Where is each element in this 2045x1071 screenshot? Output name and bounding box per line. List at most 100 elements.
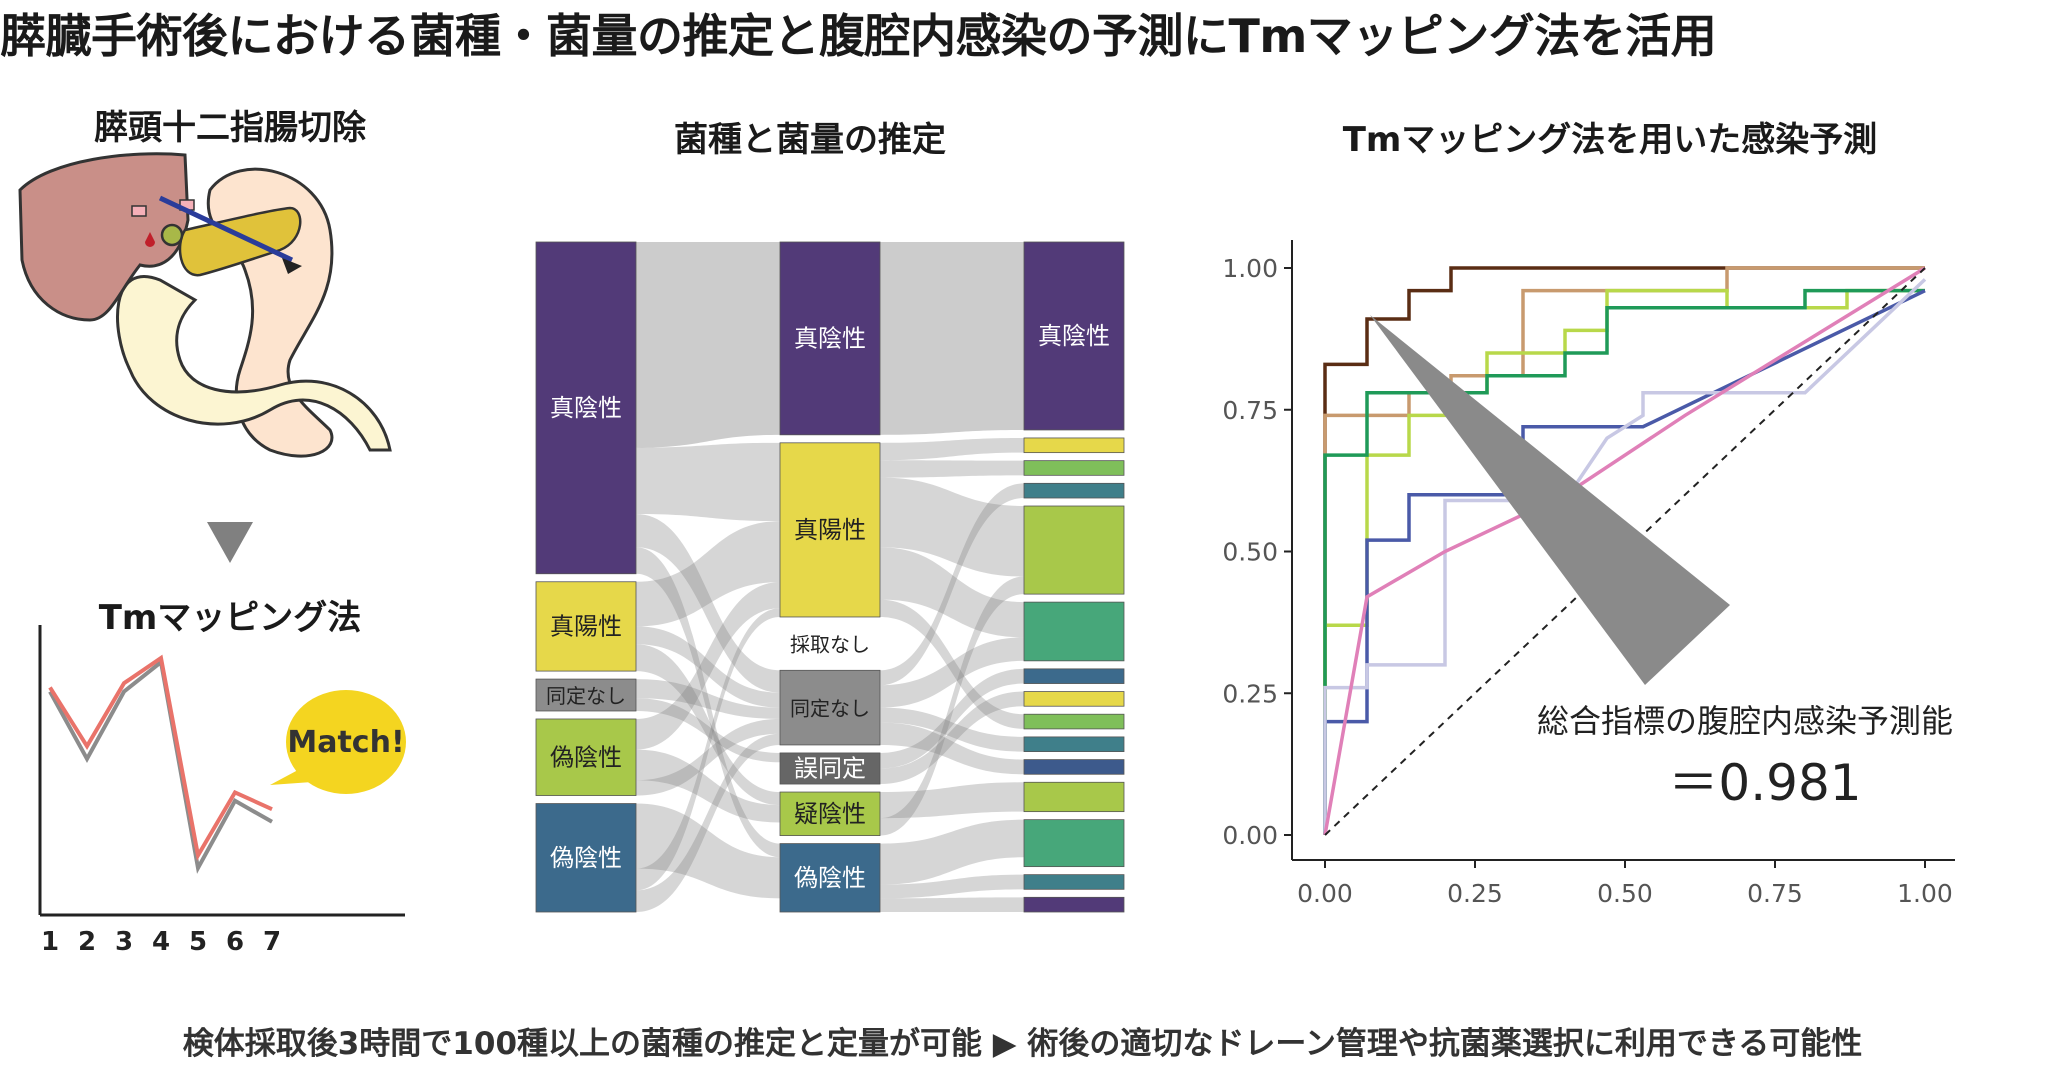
sankey-flow: [880, 874, 1024, 899]
sankey-col1-node: [535, 718, 637, 796]
sankey-col2-label: 真陰性: [794, 324, 866, 352]
annotation-pointer: [1370, 315, 1730, 685]
blood-drop-icon: [145, 232, 155, 247]
tm-x-tick: 1: [41, 927, 59, 957]
sankey-flow: [636, 679, 780, 719]
sankey-flow: [636, 521, 780, 627]
down-arrow-icon: [207, 522, 253, 563]
roc-series-line-1: [1323, 266, 1925, 835]
roc-series-line-6: [1323, 278, 1927, 835]
sankey-flow: [636, 582, 780, 750]
tm-series-gray: [48, 658, 273, 874]
sankey-flow: [880, 460, 1024, 478]
annotation-label: 総合指標の腹腔内感染予測能: [1537, 702, 1953, 740]
sankey-col3-node: [1023, 460, 1125, 476]
sankey-col3-node: [1023, 896, 1125, 913]
sankey-col3-node: [1023, 482, 1125, 499]
sankey-col2-node: [779, 752, 881, 785]
sankey-flow: [880, 819, 1024, 885]
roc-x-tick-label: 1.00: [1897, 879, 1953, 908]
sankey-col2-label: 誤同定: [794, 754, 866, 782]
match-bubble-tail: [270, 770, 312, 785]
roc-x-tick-label: 0.00: [1297, 879, 1353, 908]
intestine-shape: [116, 275, 392, 452]
sankey-col1-node: [535, 678, 637, 712]
sankey-flow: [880, 242, 1024, 435]
sankey-flow: [880, 547, 1024, 638]
sankey-col1-node: [535, 241, 637, 575]
roc-x-tick-label: 0.75: [1747, 879, 1803, 908]
surgery-title: 膵頭十二指腸切除: [94, 108, 366, 148]
sankey-flow: [880, 599, 1024, 729]
sankey-col2-label: 真陽性: [794, 516, 866, 544]
sankey-flow: [636, 803, 780, 899]
roc-y-tick-label: 0.00: [1222, 821, 1278, 850]
roc-x-tick-label: 0.50: [1597, 879, 1653, 908]
roc-y-tick-label: 0.50: [1222, 538, 1278, 567]
sankey-col2-node: [779, 241, 881, 436]
match-bubble: [286, 690, 406, 794]
sankey-flow: [636, 644, 780, 806]
duct-marker-left: [131, 205, 147, 217]
sankey-flow: [636, 749, 780, 823]
sankey-col3-node: [1023, 781, 1125, 813]
sankey-col3-node: [1023, 713, 1125, 730]
roc-y-tick-label: 0.25: [1222, 679, 1278, 708]
main-title: 膵臓手術後における菌種・菌量の推定と腹腔内感染の予測にTmマッピング法を活用: [0, 9, 1717, 63]
surgery-illustration: [18, 152, 392, 458]
sankey-col3-node: [1023, 241, 1125, 431]
pancreas-shape: [178, 206, 302, 277]
sankey-col1-label: 真陽性: [550, 612, 622, 640]
tm-series-red: [48, 654, 273, 862]
middle-title: 菌種と菌量の推定: [674, 120, 946, 160]
sankey-flow: [636, 608, 780, 891]
footer-note: 検体採取後3時間で100種以上の菌種の推定と定量が可能 ▶ 術後の適切なドレーン…: [182, 1026, 1863, 1062]
sankey-flow: [880, 897, 1024, 912]
sankey-col3-node: [1023, 759, 1125, 775]
sankey-col3-node: [1023, 505, 1125, 595]
sankey-col3-node: [1023, 601, 1125, 662]
sankey-col2-node: [779, 442, 881, 618]
tm-x-tick: 4: [152, 927, 170, 957]
sankey-col2-label: 同定なし: [790, 697, 870, 721]
tm-x-tick: 2: [78, 927, 96, 957]
gallbladder-shape: [160, 223, 184, 247]
sankey-col3-node: [1023, 819, 1125, 868]
sankey-col1-label: 同定なし: [546, 684, 626, 708]
sankey-flow: [880, 722, 1024, 775]
sankey-col2-label: 疑陰性: [794, 800, 866, 828]
sankey-diagram: 真陰性真陽性同定なし偽陰性偽陰性真陰性真陽性採取なし同定なし誤同定疑陰性偽陰性真…: [535, 241, 1125, 913]
sankey-flow: [880, 637, 1024, 708]
sankey-col1-label: 偽陰性: [550, 743, 622, 771]
sankey-flow: [636, 442, 780, 522]
roc-series-line-3: [1323, 288, 1925, 835]
resection-arrow-icon: [282, 258, 302, 274]
sankey-flow: [880, 782, 1024, 819]
sankey-flow: [880, 483, 1024, 686]
sankey-flow: [636, 242, 780, 448]
sankey-flow: [880, 576, 1024, 836]
sankey-col1-node: [535, 581, 637, 672]
roc-y-tick-label: 0.75: [1222, 396, 1278, 425]
sankey-col1-label: 真陰性: [550, 394, 622, 422]
roc-chart: 0.00 0.25 0.50 0.75 1.00 0.00 0.25 0.50 0.75 1.00…: [1222, 240, 1955, 908]
sankey-col1-label: 偽陰性: [550, 844, 622, 872]
sankey-flow: [880, 691, 1024, 785]
sankey-flow: [880, 668, 1024, 769]
roc-series-line-4: [1323, 288, 1925, 835]
annotation-value: ＝0.981: [1668, 754, 1861, 812]
sankey-col2-node: [779, 669, 881, 746]
liver-shape: [18, 152, 190, 322]
sankey-col2-label: 採取なし: [790, 633, 870, 657]
sankey-flow: [636, 718, 780, 796]
tm-x-tick: 6: [226, 927, 244, 957]
match-label: Match!: [287, 725, 404, 760]
tm-x-tick: 5: [189, 927, 207, 957]
sankey-col3-node: [1023, 736, 1125, 752]
sankey-flow: [880, 477, 1024, 577]
sankey-flow: [636, 514, 780, 693]
resection-line: [158, 195, 294, 263]
sankey-col1-node: [535, 803, 637, 913]
sankey-flow: [880, 437, 1024, 461]
sankey-flow: [636, 547, 780, 858]
